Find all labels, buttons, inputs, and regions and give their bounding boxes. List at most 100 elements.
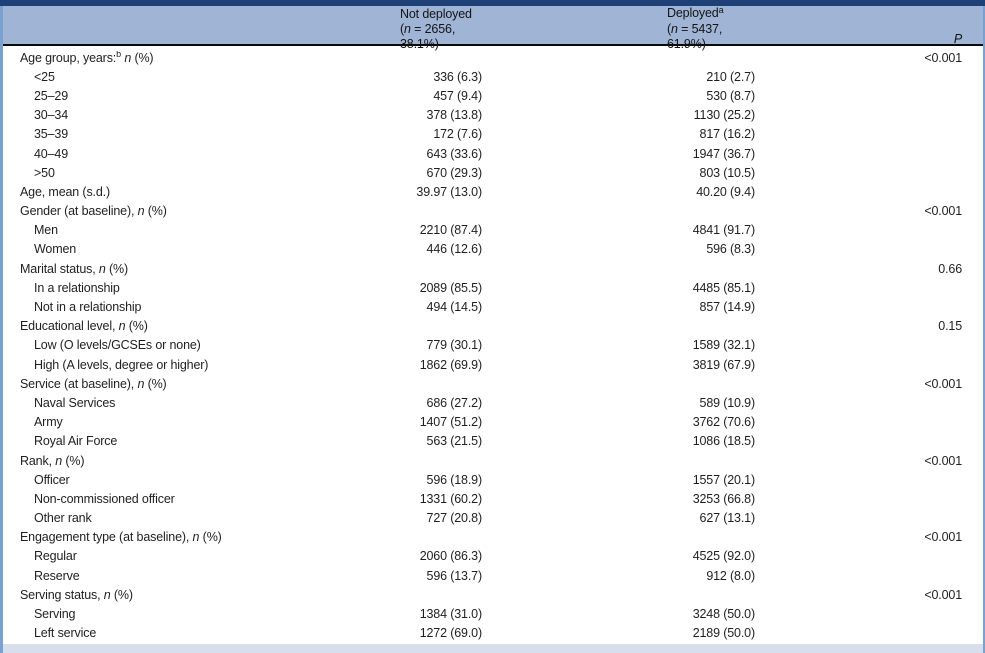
top-rule bbox=[0, 0, 985, 6]
row-label: Age, mean (s.d.) bbox=[20, 184, 111, 199]
row-label: Service (at baseline), n (%) bbox=[20, 376, 167, 391]
row-label: Educational level, n (%) bbox=[20, 319, 148, 334]
deployed-value: 803 (10.5) bbox=[699, 165, 755, 180]
table-row: Women 446 (12.6) 596 (8.3) bbox=[0, 240, 985, 259]
header-not-deployed-title: Not deployed bbox=[400, 6, 472, 21]
table-row: Royal Air Force 563 (21.5) 1086 (18.5) bbox=[0, 432, 985, 451]
deployed-value: 3819 (67.9) bbox=[692, 357, 755, 372]
row-label: Left service bbox=[34, 626, 97, 641]
header-not-deployed: Not deployed (n = 2656, 38.1%) bbox=[290, 6, 482, 52]
table-row: Serving status, n (%) <0.001 bbox=[0, 585, 985, 604]
table-row: 30–34 378 (13.8) 1130 (25.2) bbox=[0, 106, 985, 125]
not-deployed-value: 2210 (87.4) bbox=[419, 223, 482, 238]
not-deployed-value: 1384 (31.0) bbox=[419, 607, 482, 622]
row-label: Regular bbox=[34, 549, 77, 564]
not-deployed-value: 39.97 (13.0) bbox=[416, 184, 482, 199]
header-p: P bbox=[755, 6, 962, 52]
not-deployed-value: 1272 (69.0) bbox=[419, 626, 482, 641]
row-label: >50 bbox=[34, 165, 55, 180]
header-deployed-sub: (n = 5437, 61.9%) bbox=[667, 22, 723, 51]
p-value: <0.001 bbox=[924, 453, 962, 468]
row-label: 35–39 bbox=[34, 127, 69, 142]
table-row: 25–29 457 (9.4) 530 (8.7) bbox=[0, 86, 985, 105]
right-page-edge bbox=[983, 6, 985, 653]
deployed-value: 1086 (18.5) bbox=[692, 434, 755, 449]
deployed-value: 1589 (32.1) bbox=[692, 338, 755, 353]
row-label: Serving status, n (%) bbox=[20, 587, 133, 602]
not-deployed-value: 779 (30.1) bbox=[426, 338, 482, 353]
header-spacer bbox=[0, 6, 290, 52]
table-row: Not in a relationship 494 (14.5) 857 (14.9… bbox=[0, 297, 985, 316]
p-value: <0.001 bbox=[924, 50, 962, 65]
not-deployed-value: 2060 (86.3) bbox=[419, 549, 482, 564]
not-deployed-value: 1407 (51.2) bbox=[419, 415, 482, 430]
p-value: <0.001 bbox=[924, 376, 962, 391]
row-label: Naval Services bbox=[34, 395, 116, 410]
deployed-value: 2189 (50.0) bbox=[692, 626, 755, 641]
row-label: Engagement type (at baseline), n (%) bbox=[20, 530, 222, 545]
table-row: Army 1407 (51.2) 3762 (70.6) bbox=[0, 413, 985, 432]
not-deployed-value: 1862 (69.9) bbox=[419, 357, 482, 372]
deployed-value: 530 (8.7) bbox=[706, 88, 755, 103]
table-row: Gender (at baseline), n (%) <0.001 bbox=[0, 202, 985, 221]
left-page-edge bbox=[0, 6, 3, 653]
row-label: Royal Air Force bbox=[34, 434, 118, 449]
table-row: Regular 2060 (86.3) 4525 (92.0) bbox=[0, 547, 985, 566]
not-deployed-value: 686 (27.2) bbox=[426, 395, 482, 410]
bottom-rule bbox=[3, 644, 983, 653]
deployed-value: 3248 (50.0) bbox=[692, 607, 755, 622]
deployed-value: 857 (14.9) bbox=[699, 300, 755, 315]
not-deployed-value: 596 (13.7) bbox=[426, 568, 482, 583]
table-body: Age group, years:b n (%) <0.001 <25 336 (6.… bbox=[0, 48, 985, 643]
table-row: Age group, years:b n (%) <0.001 bbox=[0, 48, 985, 67]
table-row: Age, mean (s.d.) 39.97 (13.0) 40.20 (9.4) bbox=[0, 182, 985, 201]
not-deployed-value: 670 (29.3) bbox=[426, 165, 482, 180]
deployed-value: 1557 (20.1) bbox=[692, 472, 755, 487]
row-label: In a relationship bbox=[34, 280, 120, 295]
row-label: Officer bbox=[34, 472, 70, 487]
deployed-value: 912 (8.0) bbox=[706, 568, 755, 583]
footnote-marker-a: a bbox=[718, 4, 724, 15]
table-row: Non-commissioned officer 1331 (60.2) 3253 … bbox=[0, 489, 985, 508]
row-label: 30–34 bbox=[34, 108, 69, 123]
deployed-value: 4485 (85.1) bbox=[692, 280, 755, 295]
deployed-value: 817 (16.2) bbox=[699, 127, 755, 142]
row-label: Reserve bbox=[34, 568, 80, 583]
not-deployed-value: 727 (20.8) bbox=[426, 511, 482, 526]
not-deployed-value: 1331 (60.2) bbox=[419, 491, 482, 506]
deployed-value: 4525 (92.0) bbox=[692, 549, 755, 564]
not-deployed-value: 378 (13.8) bbox=[426, 108, 482, 123]
row-label: Gender (at baseline), n (%) bbox=[20, 204, 167, 219]
not-deployed-value: 172 (7.6) bbox=[433, 127, 482, 142]
not-deployed-value: 2089 (85.5) bbox=[419, 280, 482, 295]
not-deployed-value: 494 (14.5) bbox=[426, 300, 482, 315]
not-deployed-value: 336 (6.3) bbox=[433, 69, 482, 84]
row-label: Low (O levels/GCSEs or none) bbox=[34, 338, 201, 353]
row-label: Not in a relationship bbox=[34, 300, 142, 315]
not-deployed-value: 457 (9.4) bbox=[433, 88, 482, 103]
not-deployed-value: 596 (18.9) bbox=[426, 472, 482, 487]
deployed-value: 40.20 (9.4) bbox=[696, 184, 755, 199]
deployed-value: 210 (2.7) bbox=[706, 69, 755, 84]
table-row: Low (O levels/GCSEs or none) 779 (30.1) 15… bbox=[0, 336, 985, 355]
table-row: Marital status, n (%) 0.66 bbox=[0, 259, 985, 278]
row-label: 25–29 bbox=[34, 88, 69, 103]
deployed-value: 589 (10.9) bbox=[699, 395, 755, 410]
table-row: Men 2210 (87.4) 4841 (91.7) bbox=[0, 221, 985, 240]
table-header: Not deployed (n = 2656, 38.1%) Deployeda… bbox=[0, 4, 985, 51]
p-value: 0.66 bbox=[938, 261, 962, 276]
row-label: High (A levels, degree or higher) bbox=[34, 357, 209, 372]
table-row: Left service 1272 (69.0) 2189 (50.0) bbox=[0, 624, 985, 643]
header-not-deployed-sub: (n = 2656, 38.1%) bbox=[400, 21, 456, 51]
p-value: <0.001 bbox=[924, 587, 962, 602]
row-label: Non-commissioned officer bbox=[34, 491, 175, 506]
table-row: Educational level, n (%) 0.15 bbox=[0, 317, 985, 336]
table-row: Rank, n (%) <0.001 bbox=[0, 451, 985, 470]
row-label: Marital status, n (%) bbox=[20, 261, 129, 276]
p-value: <0.001 bbox=[924, 530, 962, 545]
table-row: Reserve 596 (13.7) 912 (8.0) bbox=[0, 566, 985, 585]
table-row: In a relationship 2089 (85.5) 4485 (85.1) bbox=[0, 278, 985, 297]
row-label: Women bbox=[34, 242, 77, 257]
deployed-value: 1130 (25.2) bbox=[693, 108, 755, 123]
deployed-value: 3762 (70.6) bbox=[692, 415, 755, 430]
